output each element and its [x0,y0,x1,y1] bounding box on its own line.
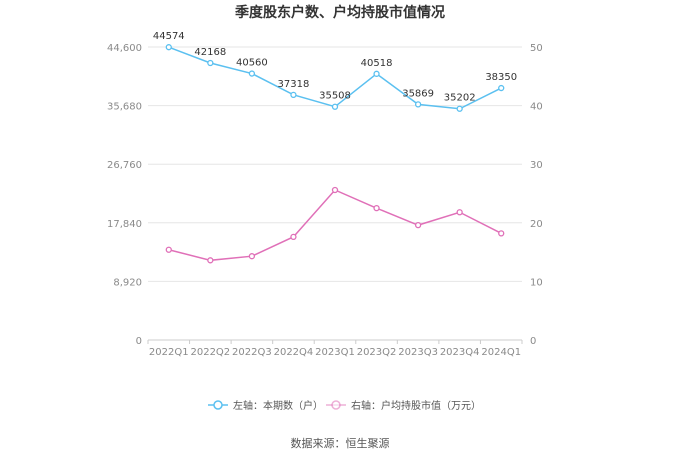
legend-label: 右轴：户均持股市值（万元） [351,399,481,412]
data-point [373,70,380,77]
x-tick-label: 2024Q1 [481,347,521,358]
x-tick-label: 2022Q1 [149,347,189,358]
data-point [331,103,339,110]
right-tick-label: 40 [530,102,543,113]
legend: 左轴：本期数（户） 右轴：户均持股市值（万元） [208,399,481,412]
series-line [168,189,502,262]
x-tick-label: 2023Q1 [315,347,355,358]
data-point [165,44,172,51]
x-tick-label: 2023Q4 [440,347,480,358]
data-point [414,101,422,108]
data-point [290,233,297,241]
left-tick-label: 0 [136,336,142,347]
x-tick-label: 2023Q3 [398,347,438,358]
legend-marker [331,400,341,410]
data-label: 35508 [319,91,351,102]
left-tick-label: 35,680 [107,102,142,113]
x-tick-label: 2022Q3 [232,347,272,358]
axes: 08,92017,84026,76035,68044,6000102030405… [107,43,543,358]
right-tick-label: 10 [530,277,543,288]
left-tick-label: 17,840 [107,219,142,230]
data-label: 44574 [153,31,185,42]
grid [148,46,522,282]
data-point [456,105,463,112]
data-point [248,253,256,260]
data-point [373,204,380,212]
x-tick-label: 2023Q2 [357,347,397,358]
series: 44574 42168 40560 37318 35508 40518 35869 35202… [153,31,517,264]
data-label: 40560 [236,58,268,69]
left-tick-label: 26,760 [107,160,142,171]
data-point [498,230,505,237]
data-point [290,91,297,98]
data-point [165,246,172,253]
legend-marker [213,400,223,410]
x-tick-label: 2022Q2 [190,347,230,358]
data-point [498,84,505,92]
right-tick-label: 0 [530,336,536,347]
right-tick-label: 50 [530,43,543,54]
data-point [207,59,214,67]
left-tick-label: 8,920 [113,277,142,288]
data-point [207,257,214,264]
data-point [456,209,463,216]
data-label: 35869 [402,88,434,99]
legend-label: 左轴：本期数（户） [233,399,323,412]
data-label: 40518 [361,58,393,69]
data-point [248,70,256,77]
data-label: 35202 [444,93,476,104]
chart-title: 季度股东户数、户均持股市值情况 [234,4,445,21]
source-note: 数据来源：恒生聚源 [291,436,390,450]
data-label: 37318 [278,79,310,90]
data-label: 42168 [194,47,226,58]
data-point [331,186,339,194]
x-tick-label: 2022Q4 [274,347,314,358]
right-tick-label: 20 [530,219,543,230]
data-point [414,221,422,229]
left-tick-label: 44,600 [107,43,142,54]
right-tick-label: 30 [530,160,543,171]
data-label: 38350 [485,72,517,83]
